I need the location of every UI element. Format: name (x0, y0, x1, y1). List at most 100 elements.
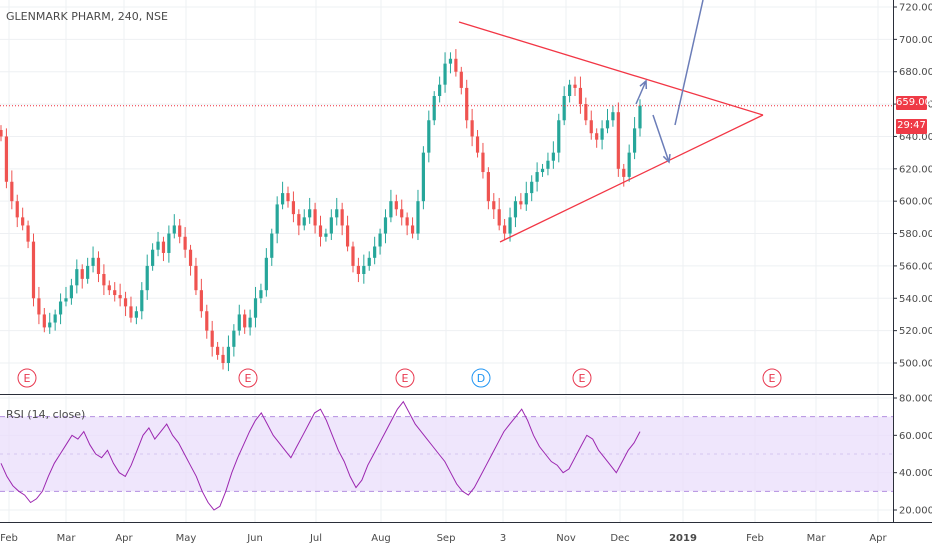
y-tick-label: 520.00 (899, 326, 932, 337)
candle-body (178, 225, 182, 237)
candle-body (622, 168, 626, 177)
candle-body (0, 129, 3, 137)
candle-body (4, 136, 9, 182)
candle-body (427, 120, 431, 153)
candle-body (335, 209, 339, 218)
candle-body (497, 209, 501, 226)
earnings-marker: E (395, 368, 415, 388)
candle-body (291, 201, 296, 215)
triangle-upper-trendline (458, 21, 764, 116)
x-tick-label: Jul (309, 533, 322, 544)
candle-body (373, 246, 377, 258)
candle-body (167, 233, 171, 253)
candle-body (329, 217, 333, 234)
candle-body (405, 217, 409, 226)
earnings-marker-circle (17, 368, 37, 388)
candle-body (443, 63, 447, 85)
triangle-lower-trendline (499, 114, 764, 243)
drawing-layer[interactable] (0, 0, 893, 243)
candle-body (188, 249, 193, 266)
event-marker-layer[interactable]: E E E E ED (17, 368, 782, 388)
candle-body (37, 298, 41, 315)
candle-body (259, 290, 263, 299)
candle-body (118, 295, 122, 299)
candle-body (421, 152, 425, 202)
candle-body (389, 201, 393, 218)
candle-body (459, 71, 463, 88)
earnings-marker-circle (238, 368, 258, 388)
candle-body (492, 201, 496, 210)
candle-body (530, 181, 534, 194)
dividend-marker-label: D (477, 372, 485, 385)
candle-body (481, 152, 485, 173)
candle-body (113, 290, 117, 296)
x-tick-label: Apr (869, 533, 887, 544)
earnings-marker-label: E (579, 372, 586, 385)
x-tick-label: 3 (500, 533, 506, 544)
y-tick-label: 500.00 (899, 359, 932, 370)
candle-body (64, 298, 68, 302)
candle-body (351, 246, 355, 266)
x-tick-label: Jun (246, 533, 263, 544)
x-tick-label: Feb (0, 533, 18, 544)
y-tick-label: 700.00 (899, 35, 932, 46)
candle-body (134, 311, 138, 318)
candle-body (107, 285, 111, 291)
candle-layer (0, 49, 642, 372)
candle-body (400, 209, 404, 218)
y-tick-label: 720.00 (899, 3, 932, 14)
candle-body (573, 84, 577, 88)
candle-body (270, 233, 274, 258)
candle-body (253, 298, 258, 318)
candle-body (210, 330, 214, 347)
rsi-tick-label: 80.0000 (899, 394, 932, 405)
candle-body (248, 317, 252, 328)
candle-body (318, 225, 323, 237)
earnings-marker: E (17, 368, 37, 388)
candle-body (237, 314, 241, 331)
candle-body (275, 204, 279, 234)
candle-body (383, 217, 388, 234)
x-tick-label: Aug (371, 533, 391, 544)
candle-body (145, 265, 149, 291)
candle-body (183, 236, 187, 250)
rsi-tick-label: 40.0000 (899, 468, 932, 479)
x-tick-label: 2019 (669, 533, 697, 544)
x-tick-label: May (176, 533, 197, 544)
candle-body (438, 84, 442, 96)
candle-body (410, 225, 415, 234)
candle-body (632, 128, 637, 153)
candle-body (264, 257, 268, 291)
candle-body (324, 233, 328, 237)
candle-body (194, 265, 198, 291)
candle-body (578, 87, 583, 105)
breakout-arrow-head (639, 79, 648, 90)
candle-body (91, 257, 95, 266)
candle-body (286, 193, 290, 202)
y-tick-label: 600.00 (899, 197, 932, 208)
axis-layer: Feb Mar Apr May Jun Jul Aug Sep 3 Nov Dec 2019 Feb Ma… (0, 3, 932, 545)
earnings-marker-label: E (24, 372, 31, 385)
candle-body (26, 225, 30, 242)
candle-body (454, 58, 458, 72)
candle-body (75, 269, 79, 286)
candle-body (503, 225, 507, 234)
earnings-marker-circle (762, 368, 782, 388)
chart-title: GLENMARK PHARM, 240, NSE (6, 10, 168, 23)
candle-body (216, 346, 220, 355)
y-tick-label: 560.00 (899, 261, 932, 272)
rsi-line (0, 400, 641, 511)
rsi-tick-label: 20.0000 (899, 506, 932, 517)
last-price-badge: 659.00 (896, 96, 931, 110)
candle-body (172, 225, 176, 234)
candle-body (638, 105, 642, 129)
earnings-marker-label: E (402, 372, 409, 385)
candle-body (540, 168, 545, 173)
rsi-indicator-title[interactable]: RSI (14, close) (6, 408, 86, 421)
candle-body (161, 241, 166, 253)
candle-body (475, 136, 480, 153)
dividend-marker-circle (471, 368, 491, 388)
candle-body (367, 257, 371, 266)
